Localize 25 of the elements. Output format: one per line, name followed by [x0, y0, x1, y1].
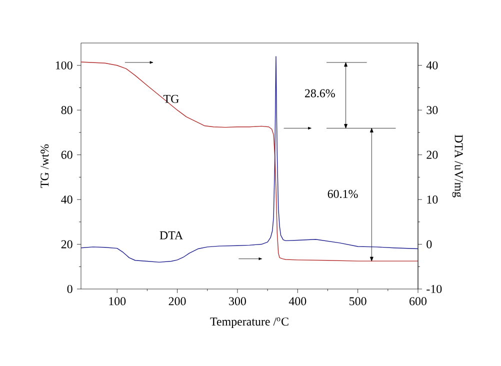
y-tick-label: 20 — [61, 240, 72, 248]
y2-tick-label: 40 — [426, 61, 438, 70]
annotation: 60.1% — [328, 190, 358, 198]
x-tick-label: 500 — [350, 297, 366, 306]
y-tick-label: 60 — [61, 150, 72, 159]
y-tick-label: 0 — [67, 284, 72, 294]
series-label: TG — [164, 94, 179, 103]
annotation: 28.6% — [305, 89, 335, 98]
y-axis-title: TG /wt% — [40, 144, 49, 188]
y2-tick-label: 20 — [426, 150, 438, 159]
x-tick-label: 400 — [288, 297, 306, 306]
x-tick-label: 100 — [109, 297, 126, 306]
x-tick-label: 600 — [410, 297, 427, 306]
series-label: DTA — [160, 231, 183, 240]
y-tick-label: 100 — [56, 61, 72, 70]
y2-axis-title: DTA /uV/mg — [452, 134, 463, 198]
y2-tick-label: 10 — [427, 196, 438, 204]
y2-tick-label: 30 — [426, 106, 438, 114]
y2-tick-label: -10 — [426, 284, 442, 294]
y-tick-label: 80 — [61, 106, 72, 114]
y-tick-label: 40 — [61, 196, 72, 204]
y2-tick-label: 0 — [426, 240, 432, 248]
x-tick-label: 300 — [229, 297, 246, 306]
x-axis-title: Temperature /$^{o}$C — [210, 317, 288, 328]
x-tick-label: 200 — [168, 297, 186, 306]
